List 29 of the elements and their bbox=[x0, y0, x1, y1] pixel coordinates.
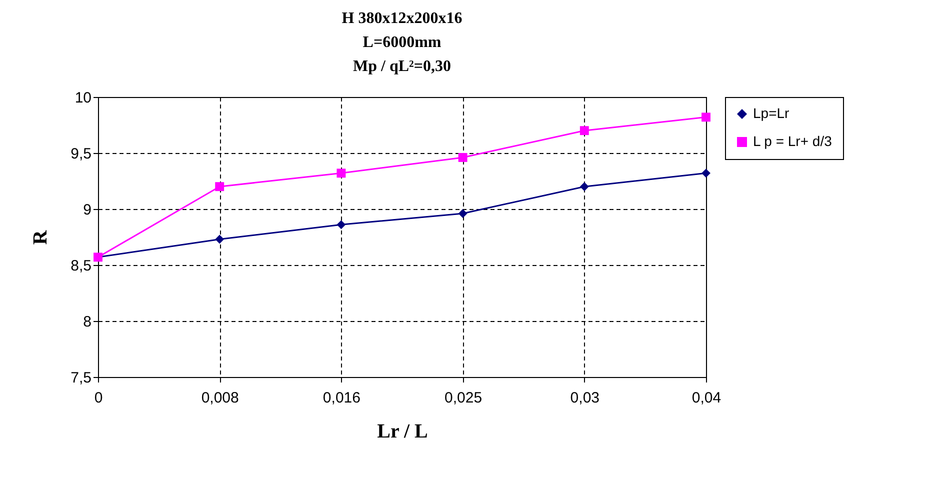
legend-label: Lp=Lr bbox=[753, 105, 790, 121]
point bbox=[336, 220, 346, 230]
point bbox=[702, 168, 710, 178]
text: H 380x12x200x16 bbox=[342, 10, 462, 27]
legend-label: L p = Lr+ d/3 bbox=[753, 133, 832, 149]
y-tick-label: 10 bbox=[74, 90, 92, 106]
point bbox=[580, 182, 589, 192]
x-tick-label: 0,03 bbox=[570, 390, 600, 406]
y-tick-label: 7,5 bbox=[70, 370, 92, 386]
point bbox=[458, 209, 468, 218]
point bbox=[702, 112, 710, 122]
y-tick-label: 8 bbox=[83, 314, 92, 330]
y-axis-title: R bbox=[30, 230, 52, 245]
x-tick-label: 0,04 bbox=[692, 390, 722, 406]
text: L=6000mm bbox=[362, 34, 442, 51]
point bbox=[336, 168, 346, 178]
y-tick-label: 9,5 bbox=[70, 146, 92, 162]
x-tick-label: 0,016 bbox=[322, 390, 360, 406]
x-tick-label: 0,025 bbox=[444, 390, 482, 406]
point bbox=[580, 126, 589, 136]
point bbox=[458, 153, 468, 162]
point bbox=[215, 234, 224, 244]
x-axis-title: Lr / L bbox=[377, 420, 428, 442]
y-tick-label: 8,5 bbox=[70, 258, 92, 274]
x-tick-label: 0,008 bbox=[201, 390, 239, 406]
text: Mp / qL²=0,30 bbox=[353, 58, 451, 75]
x-tick-label: 0 bbox=[94, 390, 103, 406]
point bbox=[215, 182, 224, 192]
y-tick-label: 9 bbox=[83, 202, 92, 218]
